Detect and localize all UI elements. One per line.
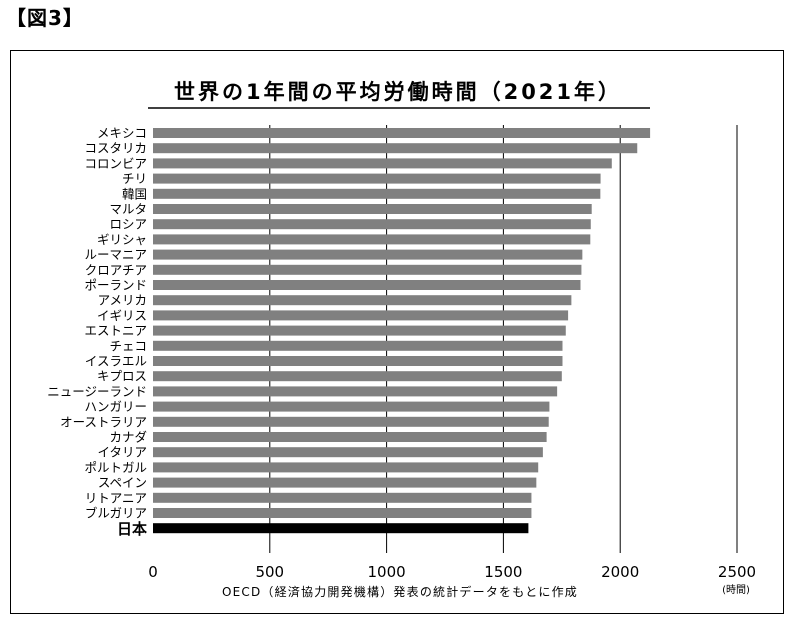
bar — [153, 386, 558, 397]
category-label: マルタ — [109, 202, 147, 217]
category-label-highlight: 日本 — [117, 520, 147, 538]
bar — [153, 219, 591, 230]
category-label: ルーマニア — [84, 247, 147, 262]
bar — [153, 356, 563, 366]
bar — [153, 462, 539, 473]
category-label: ニュージーランド — [47, 384, 147, 399]
x-tick-label: 2500 — [718, 563, 756, 581]
category-label: 韓国 — [122, 186, 147, 201]
bar — [153, 280, 581, 290]
bar — [153, 188, 601, 199]
category-labels: メキシココスタリカコロンビアチリ韓国マルタロシアギリシャルーマニアクロアチアポー… — [47, 126, 147, 539]
category-label: チェコ — [109, 338, 147, 353]
category-label: イギリス — [97, 308, 147, 323]
bar — [153, 249, 583, 260]
bar — [153, 264, 582, 275]
bar — [153, 492, 532, 503]
category-label: リトアニア — [85, 490, 147, 505]
category-label: アメリカ — [98, 293, 147, 308]
chart-title: 世界の1年間の平均労働時間（2021年） — [174, 80, 622, 104]
bar — [153, 158, 612, 169]
bar — [153, 173, 601, 184]
category-label: イスラエル — [85, 354, 147, 369]
category-label: ポルトガル — [84, 460, 147, 475]
bar — [153, 416, 549, 427]
bar — [153, 128, 651, 138]
bar — [153, 477, 537, 488]
category-label: クロアチア — [85, 262, 147, 277]
x-axis-unit-label: (時間) — [722, 584, 750, 596]
x-tick-label: 0 — [148, 563, 158, 581]
category-label: ブルガリア — [85, 506, 147, 521]
x-tick-label: 2000 — [601, 563, 639, 581]
bar-highlight — [153, 523, 529, 534]
bar — [153, 234, 591, 245]
category-label: チリ — [122, 171, 147, 186]
category-label: スペイン — [98, 475, 147, 490]
category-label: カナダ — [109, 430, 147, 445]
category-label: キプロス — [97, 369, 147, 384]
chart-frame — [10, 50, 784, 614]
category-label: ロシア — [109, 217, 147, 232]
bar — [153, 432, 547, 442]
bar — [153, 447, 543, 458]
x-tick-label: 1000 — [368, 563, 406, 581]
bar — [153, 310, 569, 321]
category-label: イタリア — [97, 445, 147, 460]
bar — [153, 143, 638, 154]
category-label: コスタリカ — [84, 141, 147, 156]
bar — [153, 325, 566, 336]
x-tick-label: 1500 — [484, 563, 522, 581]
bar — [153, 295, 572, 306]
bar — [153, 204, 592, 214]
figure-label: 【図3】 — [6, 6, 84, 30]
category-label: ハンガリー — [84, 399, 147, 414]
category-label: オーストラリア — [60, 414, 147, 429]
category-label: ポーランド — [84, 278, 147, 293]
bar — [153, 508, 532, 518]
bar — [153, 340, 563, 351]
category-label: メキシコ — [97, 126, 147, 141]
category-label: ギリシャ — [97, 232, 147, 247]
x-tick-labels: 0 500 1000 1500 2000 2500 — [148, 563, 756, 581]
source-note: OECD（経済協力開発機構）発表の統計データをもとに作成 — [222, 584, 578, 599]
category-label: コロンビア — [84, 156, 147, 171]
category-label: エストニア — [84, 323, 147, 338]
bar — [153, 401, 550, 412]
x-tick-label: 500 — [255, 563, 284, 581]
bar — [153, 371, 562, 382]
bars — [153, 128, 651, 534]
